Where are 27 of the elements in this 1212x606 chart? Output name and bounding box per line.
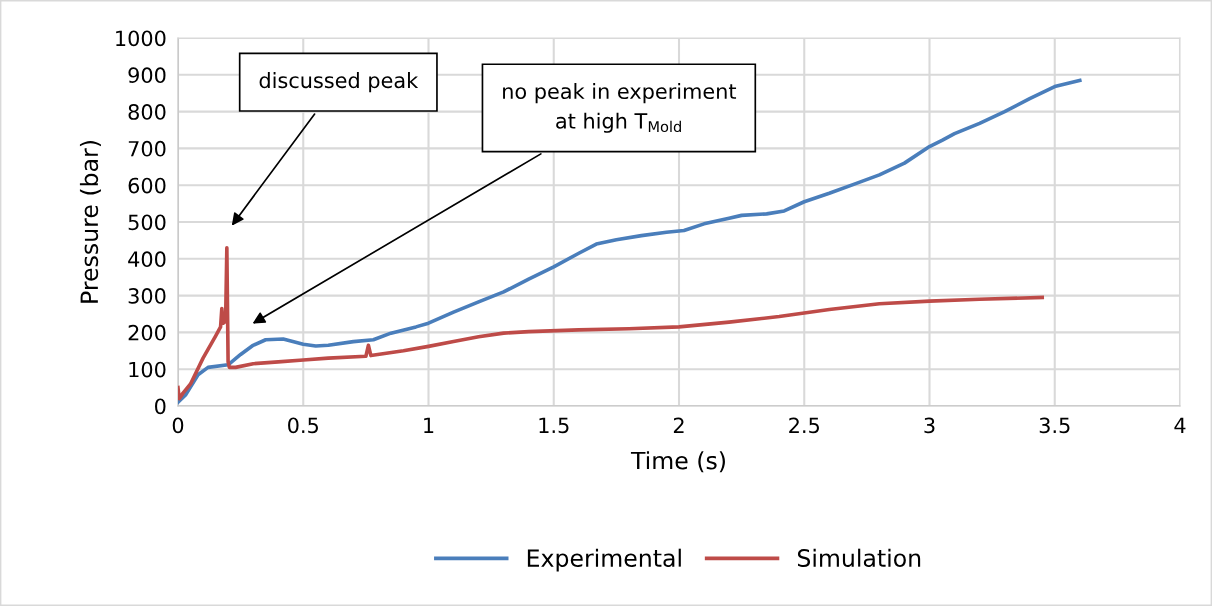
y-tick-label: 1000: [116, 30, 166, 47]
x-tick-label: 3.5: [1039, 417, 1070, 434]
x-tick-label: 1.5: [539, 417, 569, 434]
x-tick-label: 2.5: [789, 417, 819, 434]
y-tick-label: 100: [129, 361, 166, 378]
legend-label: Simulation: [797, 548, 921, 567]
y-tick-label: 400: [128, 251, 166, 268]
x-tick-label: 2: [673, 417, 684, 433]
x-axis-title: Time (s): [630, 451, 725, 473]
y-tick-label: 200: [128, 324, 166, 341]
y-tick-label: 600: [128, 177, 166, 194]
y-axis-title: Pressure (bar): [79, 141, 101, 303]
x-tick-label: 0.5: [288, 417, 318, 434]
y-tick-label: 700: [128, 140, 166, 157]
x-tick-label: 0: [172, 417, 184, 434]
x-tick-label: 1: [424, 417, 434, 433]
y-tick-label: 800: [128, 104, 166, 120]
annotation: discussed peak: [259, 72, 419, 93]
y-tick-label: 300: [128, 288, 166, 304]
x-tick-label: 4: [1174, 417, 1186, 433]
y-tick-label: 0: [155, 398, 166, 415]
x-tick-label: 3: [924, 417, 935, 434]
line-series: [178, 245, 1045, 401]
y-tick-label: 900: [128, 67, 166, 84]
annotation: no peak in experiment at high T$_{Mold}$: [503, 82, 737, 133]
legend-label: Experimental: [527, 548, 681, 572]
y-tick-label: 500: [128, 214, 166, 231]
